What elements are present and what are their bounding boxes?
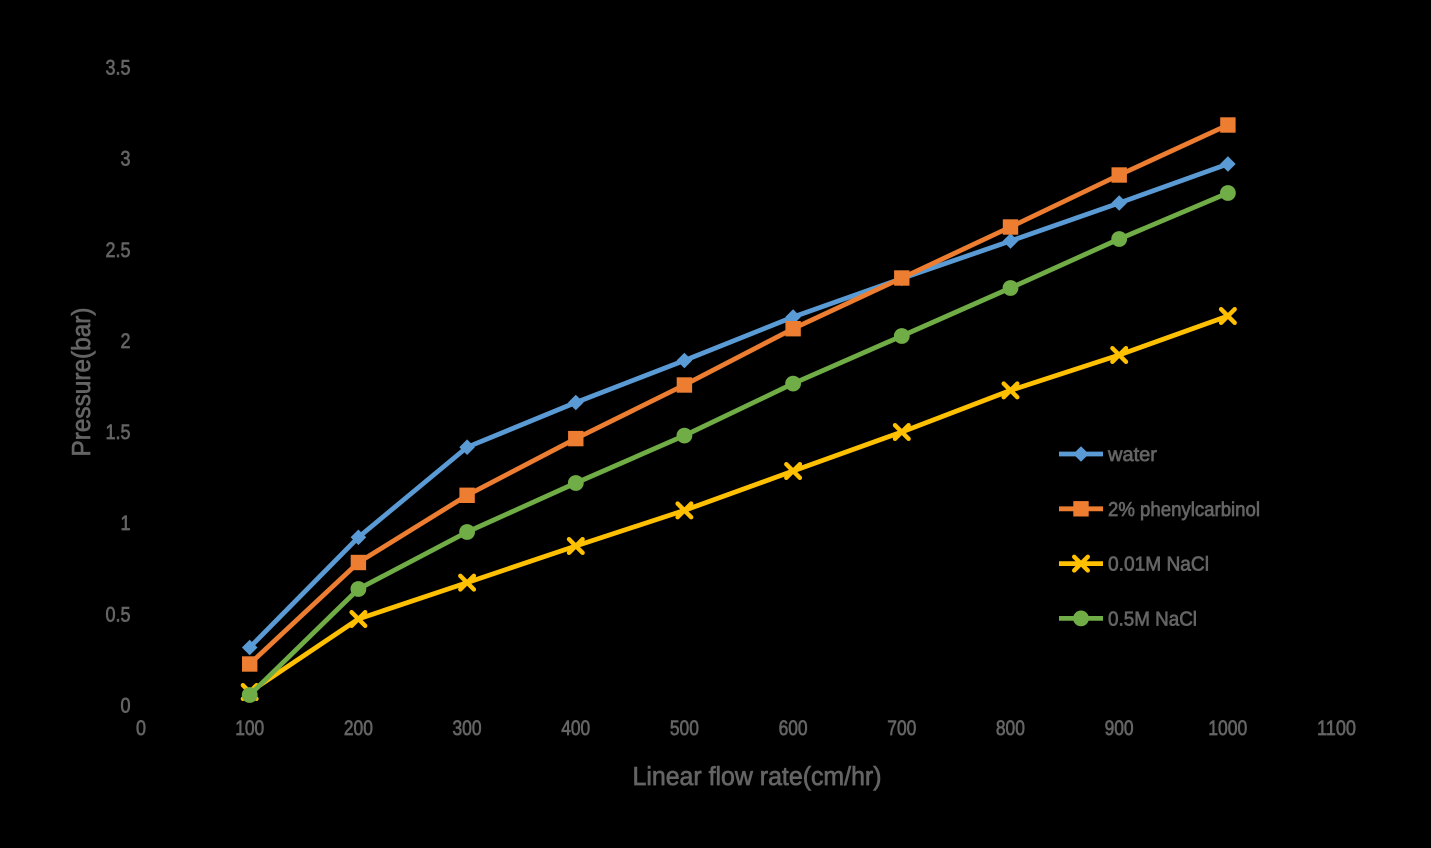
svg-text:100: 100 xyxy=(235,717,264,740)
svg-text:2.5: 2.5 xyxy=(106,239,131,262)
svg-text:3.5: 3.5 xyxy=(106,57,131,80)
svg-text:500: 500 xyxy=(670,717,699,740)
svg-text:400: 400 xyxy=(561,717,590,740)
svg-text:700: 700 xyxy=(887,717,916,740)
svg-text:2% phenylcarbinol: 2% phenylcarbinol xyxy=(1108,499,1260,521)
svg-text:3: 3 xyxy=(121,148,131,171)
svg-text:water: water xyxy=(1107,444,1157,466)
svg-text:0.01M NaCl: 0.01M NaCl xyxy=(1108,554,1209,576)
svg-text:Linear flow rate(cm/hr): Linear flow rate(cm/hr) xyxy=(633,761,882,791)
svg-text:0.5: 0.5 xyxy=(106,603,131,626)
svg-text:900: 900 xyxy=(1105,717,1134,740)
svg-text:0.5M NaCl: 0.5M NaCl xyxy=(1108,608,1197,630)
svg-text:Pressure(bar): Pressure(bar) xyxy=(66,308,96,457)
svg-text:200: 200 xyxy=(344,717,373,740)
svg-text:1100: 1100 xyxy=(1317,717,1356,740)
svg-text:300: 300 xyxy=(453,717,482,740)
svg-text:1000: 1000 xyxy=(1208,717,1247,740)
svg-text:800: 800 xyxy=(996,717,1025,740)
svg-text:0: 0 xyxy=(121,695,131,718)
svg-text:1.5: 1.5 xyxy=(106,421,131,444)
svg-text:2: 2 xyxy=(121,330,131,353)
svg-text:1: 1 xyxy=(121,512,131,535)
svg-text:600: 600 xyxy=(779,717,808,740)
svg-text:0: 0 xyxy=(136,717,146,740)
